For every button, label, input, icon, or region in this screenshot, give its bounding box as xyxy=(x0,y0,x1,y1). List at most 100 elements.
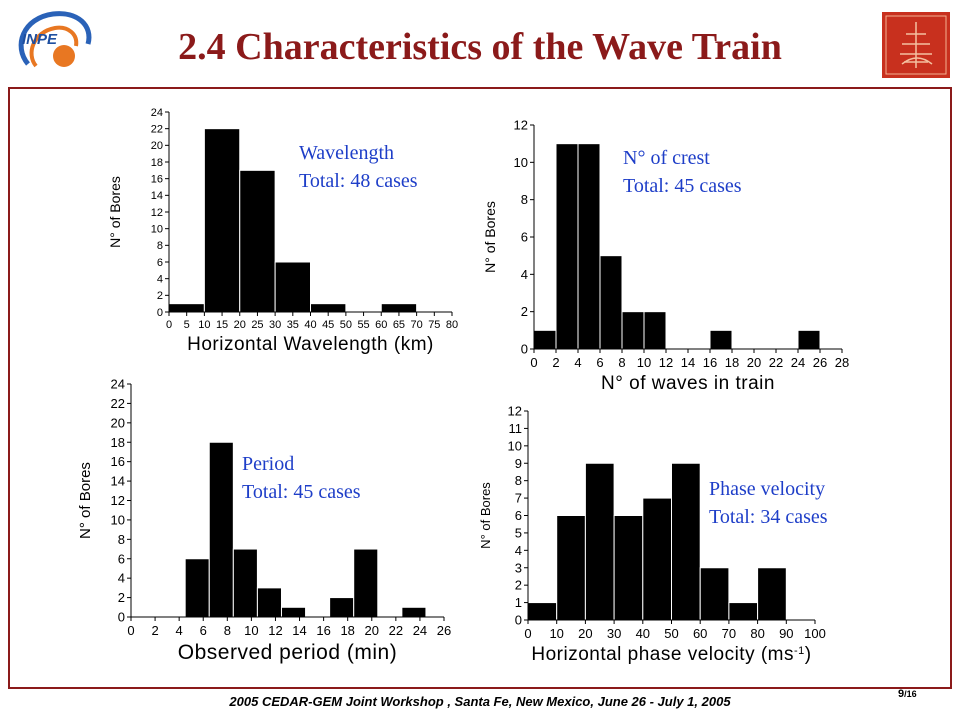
x-axis-label-end: ) xyxy=(805,644,812,665)
chart-bar xyxy=(643,311,667,350)
x-tick-label: 28 xyxy=(835,355,849,370)
slide-frame-left xyxy=(8,87,10,687)
chart-bar xyxy=(599,255,623,350)
x-axis-label-main: Horizontal phase velocity (ms xyxy=(531,644,794,665)
x-tick-label: 12 xyxy=(268,623,282,638)
x-axis-label-superscript: -1 xyxy=(794,645,805,657)
chart-bar xyxy=(797,329,821,350)
y-tick-label: 20 xyxy=(151,140,163,152)
x-tick-label: 65 xyxy=(393,319,405,331)
y-tick-label: 4 xyxy=(157,274,163,286)
x-axis-label: Observed period (min) xyxy=(178,641,397,664)
x-tick-label: 8 xyxy=(224,623,231,638)
x-tick-label: 18 xyxy=(725,355,739,370)
inpe-logo-sun-icon xyxy=(53,45,75,67)
x-tick-label: 75 xyxy=(428,319,440,331)
y-tick-label: 8 xyxy=(118,532,125,547)
chart-bar xyxy=(699,567,730,621)
chart-bar xyxy=(757,567,787,621)
page-total: /16 xyxy=(904,689,917,699)
slide-title: 2.4 Characteristics of the Wave Train xyxy=(178,26,782,68)
x-axis-label-main: Horizontal Wavelength (km) xyxy=(187,334,434,355)
chart-bar xyxy=(671,462,701,621)
x-tick-label: 20 xyxy=(578,626,592,641)
x-tick-label: 24 xyxy=(413,623,427,638)
chart-bar xyxy=(203,128,241,313)
chart-bar xyxy=(208,441,234,618)
x-tick-label: 30 xyxy=(269,319,281,331)
chart-bar xyxy=(728,602,759,621)
chart-bar xyxy=(239,169,276,313)
slide-frame-right xyxy=(950,87,952,687)
x-tick-label: 100 xyxy=(804,626,826,641)
x-axis-label: Horizontal phase velocity (ms-1) xyxy=(531,644,811,665)
chart-bar xyxy=(621,311,645,350)
x-tick-label: 14 xyxy=(292,623,306,638)
y-tick-label: 10 xyxy=(111,512,125,527)
chart-annotation-line: Total: 48 cases xyxy=(299,170,418,192)
page-current: 9 xyxy=(898,688,905,700)
x-tick-label: 55 xyxy=(357,319,369,331)
x-tick-label: 90 xyxy=(779,626,793,641)
y-tick-label: 7 xyxy=(515,491,522,506)
x-tick-label: 26 xyxy=(813,355,827,370)
x-tick-label: 40 xyxy=(636,626,650,641)
x-tick-label: 18 xyxy=(340,623,354,638)
chart-bar xyxy=(613,515,644,621)
slide-frame-top xyxy=(8,87,952,89)
x-tick-label: 10 xyxy=(198,319,210,331)
x-tick-label: 5 xyxy=(184,319,190,331)
y-tick-label: 8 xyxy=(515,473,522,488)
y-tick-label: 0 xyxy=(521,342,528,357)
y-tick-label: 12 xyxy=(514,118,528,133)
y-tick-label: 18 xyxy=(111,435,125,450)
x-tick-label: 6 xyxy=(596,355,603,370)
chart-bar xyxy=(380,303,418,313)
y-tick-label: 5 xyxy=(515,525,522,540)
chart-bar xyxy=(584,462,615,621)
x-tick-label: 70 xyxy=(411,319,423,331)
y-tick-label: 0 xyxy=(157,307,163,319)
x-tick-label: 40 xyxy=(304,319,316,331)
x-tick-label: 0 xyxy=(166,319,172,331)
y-tick-label: 12 xyxy=(151,207,163,219)
x-tick-label: 4 xyxy=(176,623,183,638)
y-tick-label: 9 xyxy=(515,456,522,471)
x-axis-label-main: Observed period (min) xyxy=(178,641,397,664)
chart-bar xyxy=(555,143,579,350)
x-tick-label: 70 xyxy=(722,626,736,641)
y-axis-label: N° of Bores xyxy=(482,201,498,273)
chart-bar xyxy=(353,548,379,618)
chart-annotation-line: Total: 34 cases xyxy=(709,506,828,528)
y-tick-label: 20 xyxy=(111,415,125,430)
chart-annotation-line: Total: 45 cases xyxy=(242,481,361,503)
slide-footer: 2005 CEDAR-GEM Joint Workshop , Santa Fe… xyxy=(229,694,731,709)
chart-bar xyxy=(329,597,355,618)
x-tick-label: 10 xyxy=(549,626,563,641)
x-tick-label: 6 xyxy=(200,623,207,638)
x-tick-label: 80 xyxy=(750,626,764,641)
page-number: 9/16 xyxy=(898,688,917,700)
x-tick-label: 80 xyxy=(446,319,458,331)
y-tick-label: 6 xyxy=(521,230,528,245)
x-tick-label: 15 xyxy=(216,319,228,331)
y-tick-label: 22 xyxy=(151,124,163,136)
x-tick-label: 26 xyxy=(437,623,451,638)
x-tick-label: 0 xyxy=(524,626,531,641)
y-tick-label: 6 xyxy=(118,551,125,566)
x-tick-label: 20 xyxy=(365,623,379,638)
chart-annotation-line: N° of crest xyxy=(623,147,710,169)
x-tick-label: 2 xyxy=(552,355,559,370)
chart-bar xyxy=(709,329,733,350)
y-tick-label: 1 xyxy=(515,595,522,610)
x-tick-label: 4 xyxy=(574,355,581,370)
x-tick-label: 30 xyxy=(607,626,621,641)
x-tick-label: 60 xyxy=(693,626,707,641)
y-tick-label: 6 xyxy=(157,257,163,269)
chart-bar xyxy=(556,515,586,621)
x-tick-label: 22 xyxy=(389,623,403,638)
chart-bar xyxy=(184,558,210,618)
y-tick-label: 11 xyxy=(509,421,523,436)
